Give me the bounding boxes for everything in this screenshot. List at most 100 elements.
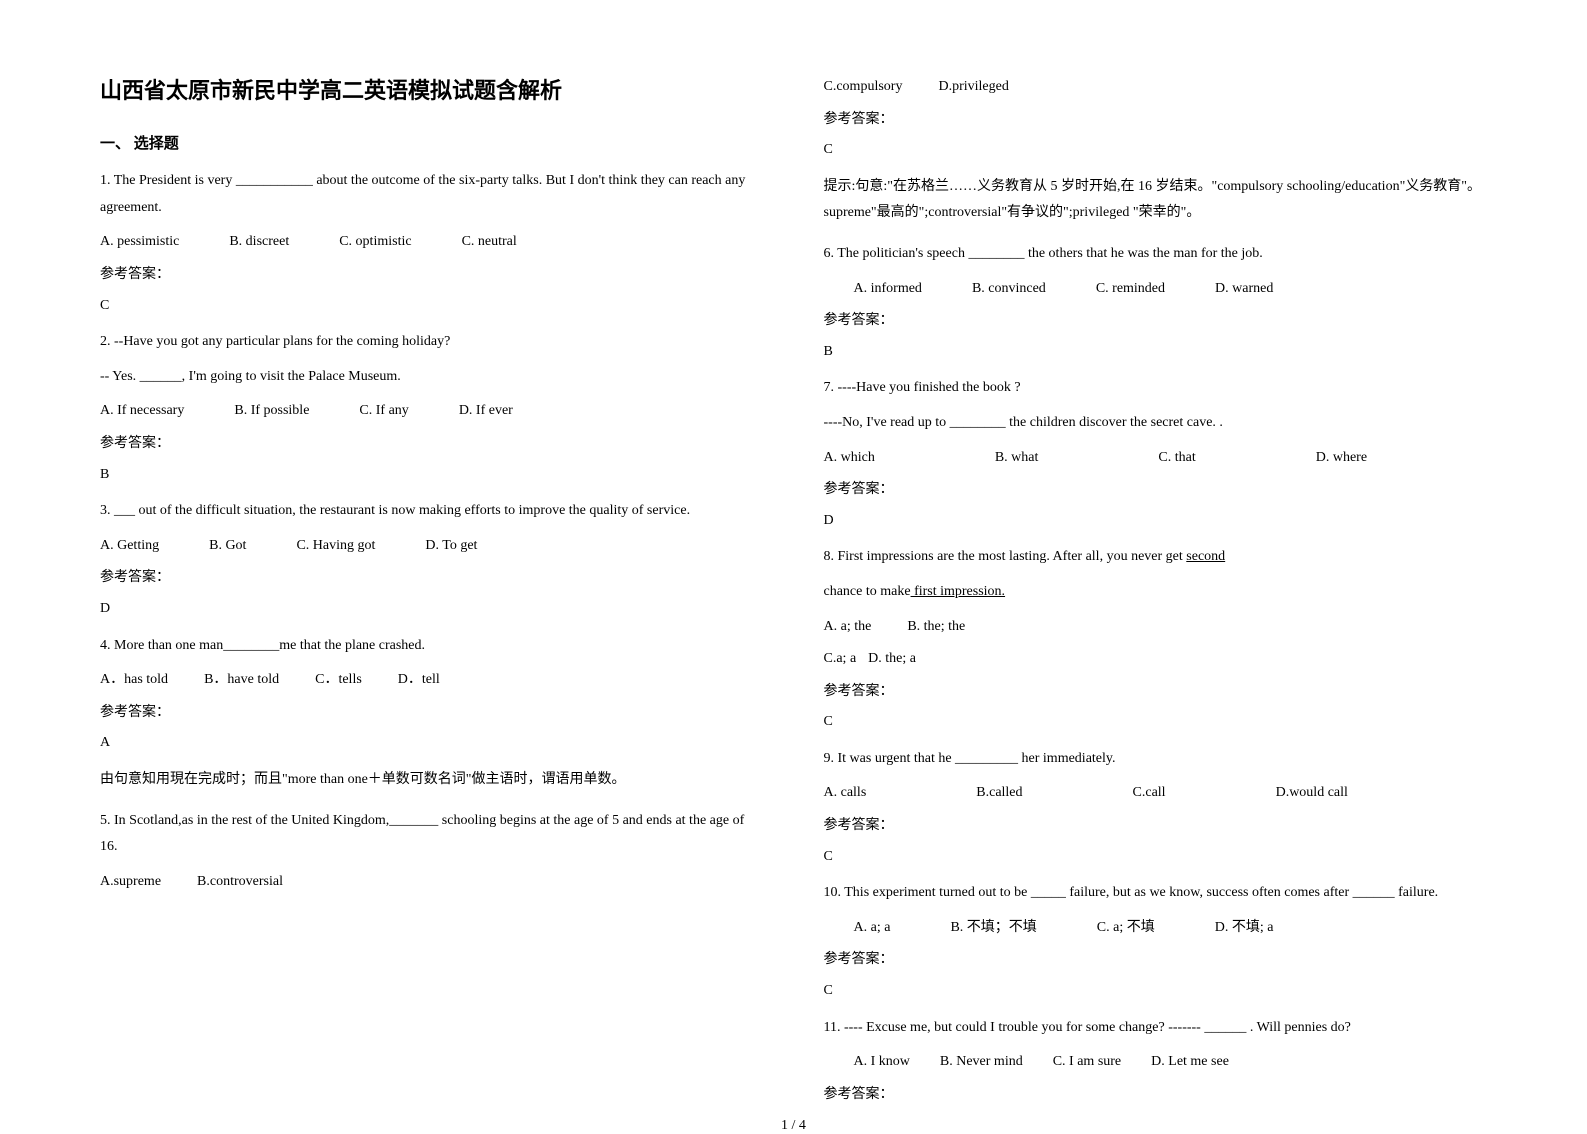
q2-answer-label: 参考答案： <box>100 431 764 458</box>
q7-line1: 7. ----Have you finished the book ? <box>824 375 1488 402</box>
q2-opt-b: B. If possible <box>234 398 309 425</box>
q4-opt-b: B．have told <box>204 667 279 694</box>
q8-options-row2: C.a; a D. the; a <box>824 646 1488 673</box>
right-column: C.compulsory D.privileged 参考答案： C 提示:句意:… <box>824 70 1488 1108</box>
q5-options-row1: A.supreme B.controversial <box>100 869 764 896</box>
q4-tip: 由句意知用現在完成时；而且"more than one＋单数可数名词"做主语时，… <box>100 767 764 794</box>
q3-opt-d: D. To get <box>425 533 477 560</box>
page-footer: 1 / 4 <box>100 1118 1487 1134</box>
q7-options: A. which B. what C. that D. where <box>824 445 1488 472</box>
q7-answer-label: 参考答案： <box>824 477 1488 504</box>
q5-text: 5. In Scotland,as in the rest of the Uni… <box>100 808 764 861</box>
q11-opt-b: B. Never mind <box>940 1049 1023 1076</box>
q9-answer-label: 参考答案： <box>824 813 1488 840</box>
q8-opt-d: D. the; a <box>868 646 916 673</box>
q3-options: A. Getting B. Got C. Having got D. To ge… <box>100 533 764 560</box>
q6-opt-a: A. informed <box>854 276 922 303</box>
q7-answer: D <box>824 508 1488 535</box>
q8-options-row1: A. a; the B. the; the <box>824 614 1488 641</box>
q2-opt-d: D. If ever <box>459 398 513 425</box>
q11-text: 11. ---- Excuse me, but could I trouble … <box>824 1015 1488 1042</box>
q10-opt-a: A. a; a <box>854 915 891 942</box>
q1-options: A. pessimistic B. discreet C. optimistic… <box>100 229 764 256</box>
q3-opt-a: A. Getting <box>100 533 159 560</box>
q10-answer: C <box>824 978 1488 1005</box>
q6-answer: B <box>824 339 1488 366</box>
q10-options: A. a; a B. 不填；不填 C. a; 不填 D. 不填; a <box>854 915 1488 942</box>
q8-line1: 8. First impressions are the most lastin… <box>824 544 1488 571</box>
q1-opt-c: C. optimistic <box>339 229 411 256</box>
q6-opt-c: C. reminded <box>1096 276 1165 303</box>
columns: 山西省太原市新民中学高二英语模拟试题含解析 一、 选择题 1. The Pres… <box>100 70 1487 1108</box>
q8-line2-u: first impression. <box>911 584 1006 599</box>
q4-options: A．has told B．have told C．tells D．tell <box>100 667 764 694</box>
q5-opt-c: C.compulsory <box>824 74 903 101</box>
q5-opt-d: D.privileged <box>938 74 1008 101</box>
q2-opt-a: A. If necessary <box>100 398 184 425</box>
q3-opt-c: C. Having got <box>296 533 375 560</box>
q8-opt-c: C.a; a <box>824 646 857 673</box>
q10-answer-label: 参考答案： <box>824 947 1488 974</box>
q6-answer-label: 参考答案： <box>824 308 1488 335</box>
q11-options: A. I know B. Never mind C. I am sure D. … <box>854 1049 1488 1076</box>
q5-answer: C <box>824 137 1488 164</box>
q1-answer-label: 参考答案： <box>100 262 764 289</box>
q8-line1-u: second <box>1186 549 1225 564</box>
q9-opt-a: A. calls <box>824 780 867 807</box>
q5-opt-b: B.controversial <box>197 869 283 896</box>
q6-opt-d: D. warned <box>1215 276 1273 303</box>
q9-answer: C <box>824 844 1488 871</box>
q10-opt-d: D. 不填; a <box>1215 915 1274 942</box>
q5-tip: 提示:句意:"在苏格兰……义务教育从 5 岁时开始,在 16 岁结束。"comp… <box>824 174 1488 227</box>
q1-answer: C <box>100 293 764 320</box>
q10-opt-b: B. 不填；不填 <box>950 915 1036 942</box>
q2-line1: 2. --Have you got any particular plans f… <box>100 329 764 356</box>
q7-opt-a: A. which <box>824 445 875 472</box>
q4-answer-label: 参考答案： <box>100 700 764 727</box>
q10-opt-c: C. a; 不填 <box>1097 915 1155 942</box>
q6-options: A. informed B. convinced C. reminded D. … <box>854 276 1488 303</box>
q8-line2-pre: chance to make <box>824 584 911 599</box>
q8-opt-a: A. a; the <box>824 614 872 641</box>
q2-options: A. If necessary B. If possible C. If any… <box>100 398 764 425</box>
q2-answer: B <box>100 462 764 489</box>
q2-line2: -- Yes. ______, I'm going to visit the P… <box>100 364 764 391</box>
q6-opt-b: B. convinced <box>972 276 1046 303</box>
q3-opt-b: B. Got <box>209 533 246 560</box>
q7-opt-c: C. that <box>1158 445 1195 472</box>
q3-answer: D <box>100 596 764 623</box>
q8-line2: chance to make first impression. <box>824 579 1488 606</box>
q8-answer-label: 参考答案： <box>824 679 1488 706</box>
q9-text: 9. It was urgent that he _________ her i… <box>824 746 1488 773</box>
q2-opt-c: C. If any <box>359 398 408 425</box>
q5-opt-a: A.supreme <box>100 869 161 896</box>
doc-title: 山西省太原市新民中学高二英语模拟试题含解析 <box>100 70 764 112</box>
q7-opt-d: D. where <box>1316 445 1367 472</box>
q1-opt-a: A. pessimistic <box>100 229 179 256</box>
q11-opt-a: A. I know <box>854 1049 910 1076</box>
q6-text: 6. The politician's speech ________ the … <box>824 241 1488 268</box>
q4-answer: A <box>100 730 764 757</box>
q8-answer: C <box>824 709 1488 736</box>
q8-opt-b: B. the; the <box>907 614 965 641</box>
q3-answer-label: 参考答案： <box>100 565 764 592</box>
q1-text: 1. The President is very ___________ abo… <box>100 168 764 221</box>
q11-answer-label: 参考答案： <box>824 1082 1488 1109</box>
q5-options-row2: C.compulsory D.privileged <box>824 74 1488 101</box>
left-column: 山西省太原市新民中学高二英语模拟试题含解析 一、 选择题 1. The Pres… <box>100 70 764 1108</box>
q9-opt-c: C.call <box>1133 780 1166 807</box>
q5-answer-label: 参考答案： <box>824 107 1488 134</box>
q9-opt-d: D.would call <box>1276 780 1348 807</box>
q1-opt-d: C. neutral <box>462 229 517 256</box>
q11-opt-d: D. Let me see <box>1151 1049 1229 1076</box>
q8-line1-pre: 8. First impressions are the most lastin… <box>824 549 1187 564</box>
q11-opt-c: C. I am sure <box>1053 1049 1121 1076</box>
q1-opt-b: B. discreet <box>229 229 289 256</box>
section-heading: 一、 选择题 <box>100 130 764 159</box>
q10-text: 10. This experiment turned out to be ___… <box>824 880 1488 907</box>
page: 山西省太原市新民中学高二英语模拟试题含解析 一、 选择题 1. The Pres… <box>0 0 1587 1122</box>
q7-line2: ----No, I've read up to ________ the chi… <box>824 410 1488 437</box>
q3-text: 3. ___ out of the difficult situation, t… <box>100 498 764 525</box>
q4-opt-a: A．has told <box>100 667 168 694</box>
q4-opt-c: C．tells <box>315 667 362 694</box>
